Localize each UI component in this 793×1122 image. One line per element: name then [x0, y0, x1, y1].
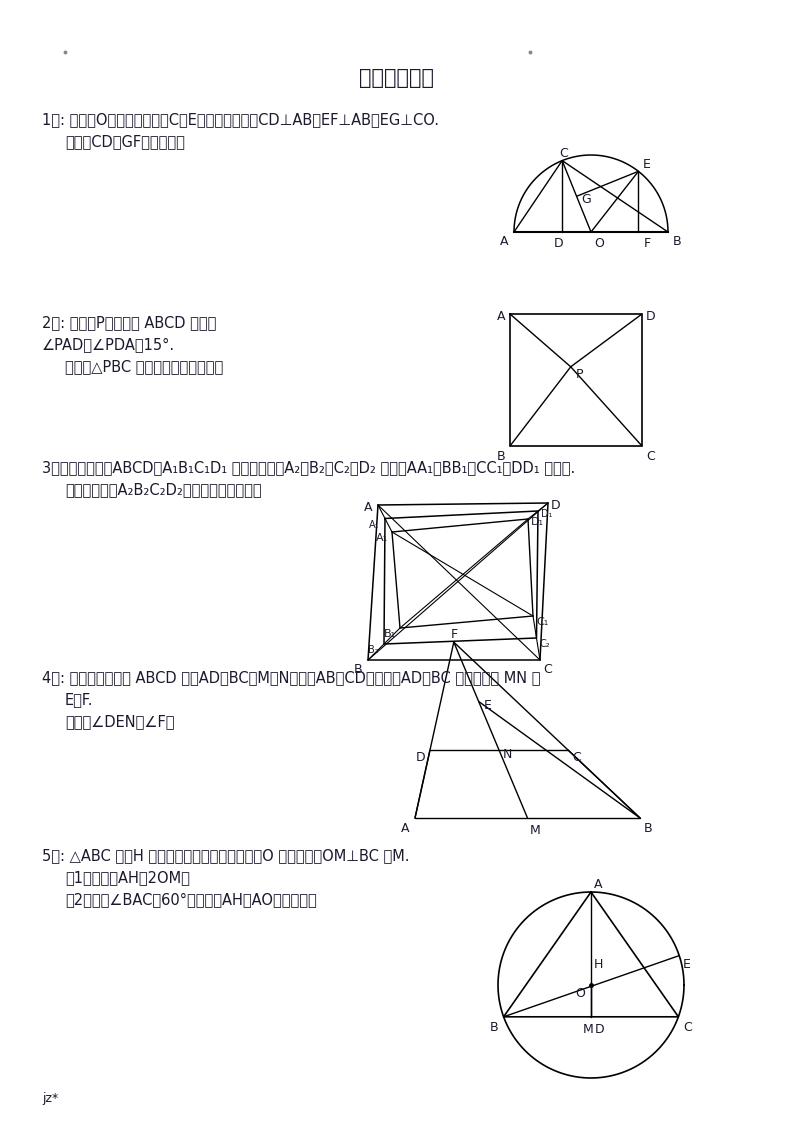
- Text: 2、: 如图，P是正方形 ABCD 内点，: 2、: 如图，P是正方形 ABCD 内点，: [42, 315, 216, 330]
- Text: 4、: 如图，在四边形 ABCD 中，AD＝BC，M、N分别是AB、CD的中点，AD、BC 的延长线交 MN 于: 4、: 如图，在四边形 ABCD 中，AD＝BC，M、N分别是AB、CD的中点，…: [42, 670, 541, 686]
- Text: 5、: △ABC 中，H 为垂心〔各边高线的交点〕，O 为外心，且OM⊥BC 于M.: 5、: △ABC 中，H 为垂心〔各边高线的交点〕，O 为外心，且OM⊥BC 于…: [42, 848, 409, 863]
- Text: 1、: 如图，O是半圆的圆心，C、E是圆上的两点，CD⊥AB，EF⊥AB，EG⊥CO.: 1、: 如图，O是半圆的圆心，C、E是圆上的两点，CD⊥AB，EF⊥AB，EG⊥…: [42, 112, 439, 127]
- Text: C: C: [559, 147, 568, 159]
- Text: A: A: [594, 879, 603, 891]
- Text: B₁: B₁: [384, 629, 396, 640]
- Text: B: B: [497, 450, 506, 463]
- Text: B: B: [354, 663, 362, 675]
- Text: D: D: [595, 1023, 604, 1036]
- Text: A₁: A₁: [369, 519, 380, 530]
- Text: D₁: D₁: [531, 517, 544, 527]
- Text: A₁: A₁: [376, 533, 388, 543]
- Text: D: D: [554, 237, 564, 250]
- Text: 3、如图，四边形ABCD、A₁B₁C₁D₁ 都是正方形，A₂、B₂、C₂、D₂ 分别是AA₁、BB₁、CC₁、DD₁ 的中点.: 3、如图，四边形ABCD、A₁B₁C₁D₁ 都是正方形，A₂、B₂、C₂、D₂ …: [42, 460, 575, 475]
- Text: E: E: [642, 158, 650, 172]
- Text: C₂: C₂: [539, 640, 550, 649]
- Text: N: N: [503, 748, 512, 761]
- Text: H: H: [594, 957, 603, 971]
- Text: 求证：∠DEN＝∠F．: 求证：∠DEN＝∠F．: [65, 714, 174, 729]
- Text: D: D: [646, 310, 656, 323]
- Text: A: A: [401, 822, 409, 835]
- Text: B₂: B₂: [368, 645, 378, 655]
- Text: P: P: [576, 368, 583, 380]
- Text: C: C: [543, 663, 552, 675]
- Text: F: F: [643, 237, 650, 250]
- Text: 〔2〕假设∠BAC＝60°，求证：AH＝AO．〔初三〕: 〔2〕假设∠BAC＝60°，求证：AH＝AO．〔初三〕: [65, 892, 316, 907]
- Text: F: F: [450, 628, 458, 641]
- Text: 求证：CD＝GF．〔初三〕: 求证：CD＝GF．〔初三〕: [65, 134, 185, 149]
- Text: B: B: [673, 234, 682, 248]
- Text: D: D: [416, 751, 426, 764]
- Text: B: B: [644, 822, 653, 835]
- Text: 几何经典难题: 几何经典难题: [358, 68, 434, 88]
- Text: B: B: [489, 1021, 498, 1033]
- Text: A: A: [364, 502, 373, 514]
- Text: C: C: [684, 1021, 692, 1033]
- Text: jz*: jz*: [42, 1092, 58, 1105]
- Text: O: O: [594, 237, 604, 250]
- Text: M: M: [583, 1023, 594, 1036]
- Text: M: M: [530, 824, 540, 837]
- Text: 求证：四边形A₂B₂C₂D₂是正方形．〔初二〕: 求证：四边形A₂B₂C₂D₂是正方形．〔初二〕: [65, 482, 262, 497]
- Text: C: C: [646, 450, 655, 463]
- Text: D₁: D₁: [541, 509, 553, 519]
- Text: G: G: [581, 193, 592, 206]
- Text: 〔1〕求证：AH＝2OM；: 〔1〕求证：AH＝2OM；: [65, 870, 190, 885]
- Text: 求证：△PBC 是正三角形．〔初二〕: 求证：△PBC 是正三角形．〔初二〕: [65, 359, 224, 374]
- Text: C₁: C₁: [536, 617, 548, 627]
- Text: A: A: [497, 310, 505, 323]
- Text: O: O: [575, 987, 585, 1000]
- Text: A: A: [500, 234, 508, 248]
- Text: E: E: [484, 699, 492, 712]
- Text: E: E: [684, 957, 691, 971]
- Text: C: C: [572, 751, 580, 764]
- Text: ∠PAD＝∠PDA＝15°.: ∠PAD＝∠PDA＝15°.: [42, 337, 175, 352]
- Text: E、F.: E、F.: [65, 692, 94, 707]
- Text: D: D: [551, 499, 561, 512]
